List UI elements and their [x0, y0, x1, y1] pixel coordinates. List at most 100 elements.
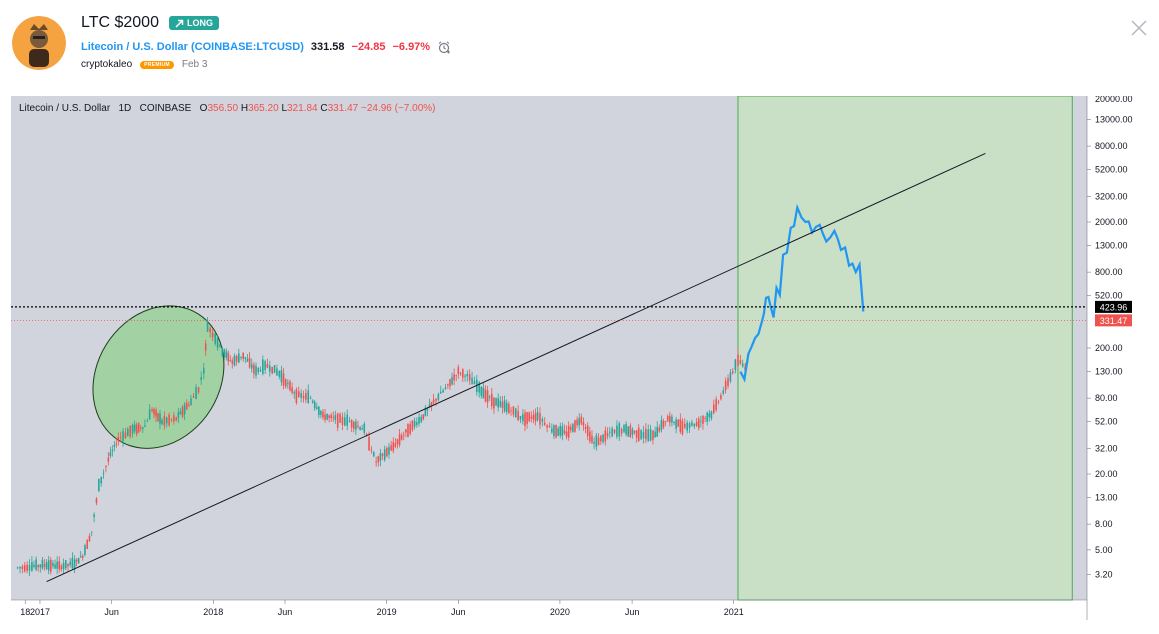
candle-body [229, 360, 232, 361]
candle-body [576, 419, 578, 426]
candle-body [111, 450, 114, 452]
candle-body [328, 415, 330, 418]
candle-body [231, 360, 234, 364]
candle-body [679, 419, 682, 432]
candle-body [282, 373, 285, 386]
candle-body [480, 386, 483, 396]
candle-body [50, 559, 52, 572]
candle-body [708, 413, 711, 418]
candle-body [352, 421, 355, 429]
candle-body [392, 442, 395, 451]
candle-body [459, 373, 462, 374]
candle-body [67, 563, 69, 567]
candle-body [197, 387, 200, 393]
candle-body [473, 380, 476, 385]
close-icon[interactable] [1130, 19, 1148, 37]
y-tick-label: 2000.00 [1095, 217, 1128, 227]
candle-body [330, 415, 333, 419]
candle-body [637, 427, 640, 441]
candle-body [642, 431, 645, 439]
candle-body [559, 426, 562, 436]
long-badge-label: LONG [186, 18, 213, 28]
candle-body [173, 415, 175, 422]
candle-body [334, 415, 337, 420]
candle-body [185, 402, 188, 410]
candle-body [539, 413, 541, 425]
candle-body [348, 421, 351, 423]
legend-symbol: Litecoin / U.S. Dollar [19, 103, 111, 114]
candle-body [671, 416, 673, 423]
chart-area[interactable]: 423.96 331.47 3.20 5.00 8.00 13.00 20.00 32.00 5… [11, 94, 1151, 620]
candle-body [100, 476, 103, 484]
candle-body [183, 404, 186, 415]
candle-body [739, 360, 742, 364]
author-name[interactable]: cryptokaleo [81, 59, 133, 70]
candle-body [133, 424, 136, 432]
current-price-label: 331.47 [1100, 316, 1128, 326]
candle-body [60, 565, 63, 570]
candle-body [144, 425, 146, 427]
candle-body [597, 437, 600, 446]
candle-body [428, 404, 431, 408]
candle-body [447, 384, 449, 386]
candle-body [291, 387, 293, 393]
candle-body [153, 409, 155, 415]
candle-body [584, 427, 587, 429]
y-tick-label: 13.00 [1095, 493, 1118, 503]
price-chart[interactable]: 423.96 331.47 3.20 5.00 8.00 13.00 20.00 32.00 5… [11, 94, 1151, 620]
candle-body [541, 419, 544, 422]
candle-body [257, 367, 260, 373]
y-tick-label: 200.00 [1095, 343, 1123, 353]
candle-body [658, 427, 661, 432]
candle-body [548, 426, 551, 428]
candle-body [181, 406, 184, 417]
candle-body [280, 370, 283, 383]
symbol-link[interactable]: Litecoin / U.S. Dollar (COINBASE:LTCUSD) [81, 41, 304, 53]
candle-body [39, 564, 42, 568]
candle-body [486, 390, 489, 403]
candle-body [734, 359, 737, 371]
candle-body [394, 443, 397, 447]
candle-body [396, 439, 399, 445]
candle-body [543, 422, 546, 425]
candle-body [375, 461, 377, 463]
candle-body [355, 421, 357, 430]
candle-body [524, 412, 526, 426]
candle-body [379, 452, 382, 461]
candle-body [660, 419, 663, 430]
y-tick-label: 52.00 [1095, 417, 1118, 427]
premium-badge: PREMIUM [140, 60, 174, 69]
alarm-clock-icon[interactable] [437, 40, 451, 54]
avatar[interactable] [12, 16, 66, 70]
candle-body [654, 431, 656, 438]
candle-body [216, 338, 219, 348]
candle-body [737, 354, 739, 367]
legend-change: −24.96 (−7.00%) [360, 103, 436, 114]
candle-body [316, 407, 318, 409]
candle-body [90, 531, 93, 533]
candle-body [341, 416, 344, 425]
long-badge: LONG [168, 16, 219, 30]
candle-body [26, 564, 28, 571]
candle-body [102, 472, 105, 474]
candle-body [413, 420, 416, 427]
candle-body [522, 414, 524, 422]
x-tick-label: Jun [451, 607, 466, 617]
candle-body [179, 411, 182, 415]
candle-body [606, 432, 609, 437]
candle-body [625, 423, 627, 435]
candle-body [717, 401, 720, 403]
candle-body [686, 422, 688, 431]
candle-body [405, 429, 407, 433]
y-tick-label: 3.20 [1095, 569, 1113, 579]
candle-body [98, 479, 100, 492]
candle-body [390, 445, 392, 451]
candle-body [383, 449, 386, 460]
candle-body [629, 425, 632, 437]
candle-body [113, 445, 116, 447]
candle-body [250, 364, 253, 369]
candle-body [344, 417, 346, 426]
candle-body [268, 365, 271, 372]
candle-body [105, 465, 107, 468]
candle-body [56, 561, 58, 569]
